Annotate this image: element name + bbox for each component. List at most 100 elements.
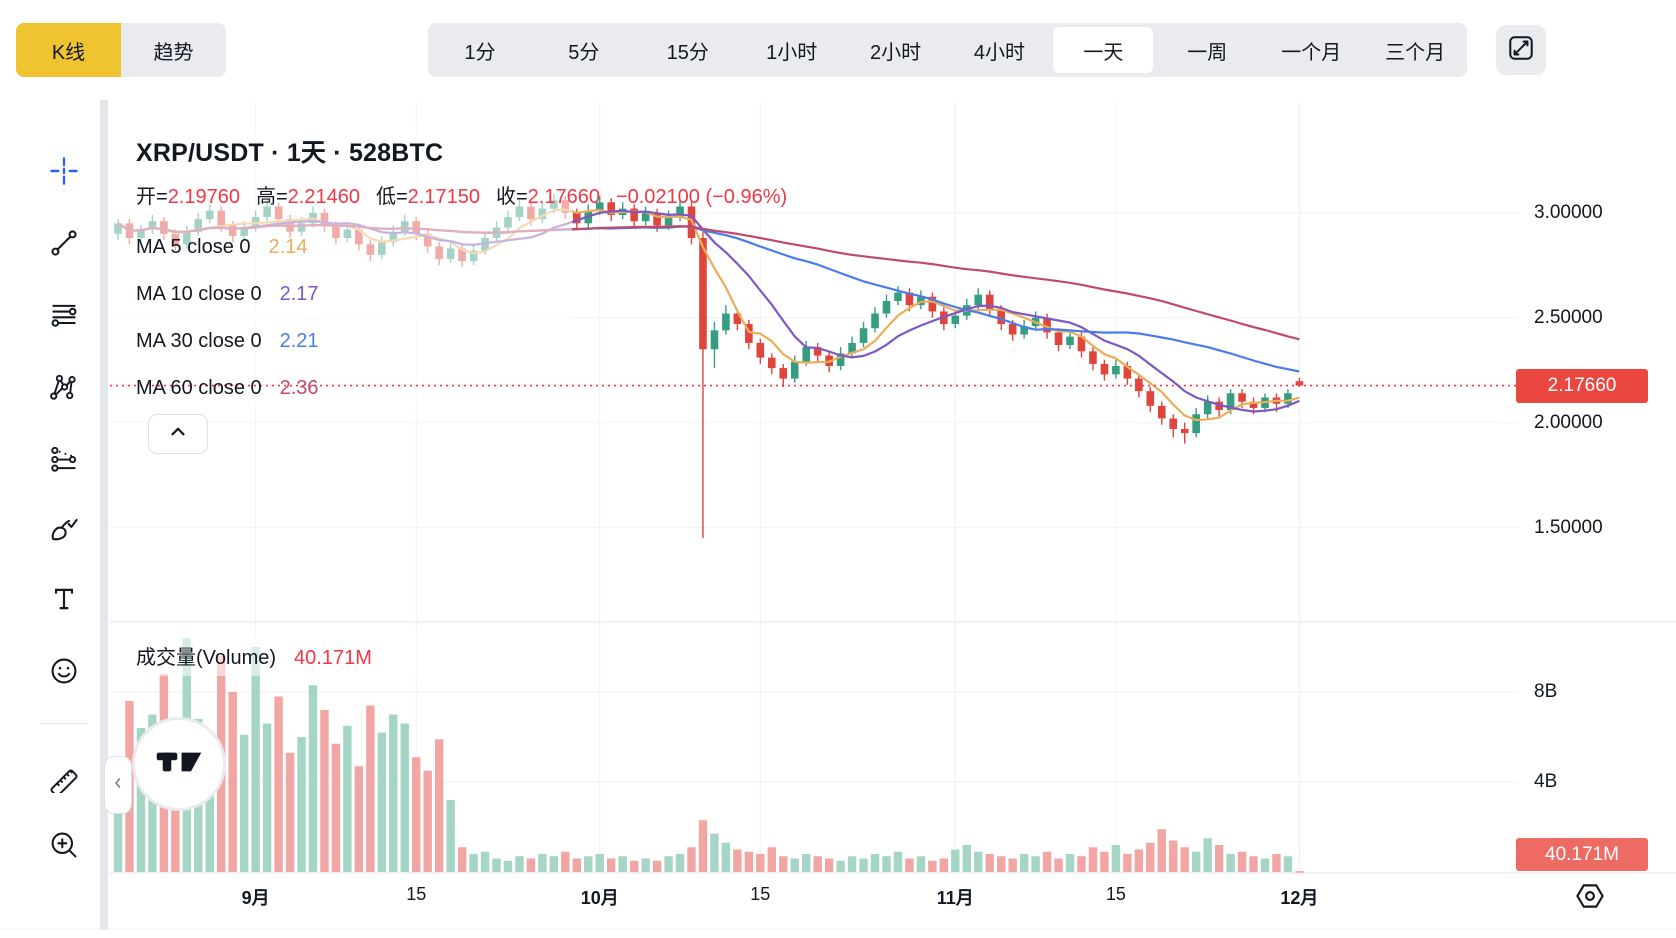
volume-bar [1111,845,1121,872]
candle-body [836,353,845,366]
volume-bar [1249,856,1258,872]
candle-body [664,217,673,226]
tool-horizontal-lines-button[interactable] [38,291,90,343]
candle-body [653,212,661,226]
volume-axis-label: 4B [1534,771,1558,792]
candle-body [894,292,902,301]
volume-bar [354,766,364,872]
volume-bar [1169,840,1178,872]
candle-body [813,347,822,356]
volume-bar [641,858,650,872]
tool-ruler-button[interactable] [38,753,90,805]
volume-bar [629,860,639,872]
ohlc-change: −0.02100 (−0.96%) [615,186,788,208]
timeframe-button-7[interactable]: 一周 [1187,41,1228,64]
tradingview-logo-icon [155,742,203,787]
ma-legend-row: MA 10 close 0 2.17 [136,283,319,306]
volume-bar [607,858,616,872]
gear-icon [1574,880,1606,917]
timeframe-button-9[interactable]: 三个月 [1385,41,1446,64]
timeframe-button-1[interactable]: 5分 [568,41,600,64]
volume-bar [1295,871,1304,873]
volume-bar [928,860,937,872]
fullscreen-button[interactable] [1496,25,1546,75]
zoom-in-icon [48,829,80,866]
volume-bar [1042,851,1052,872]
chart-type-trend-button[interactable]: 趋势 [121,23,226,77]
candle-body [1226,393,1235,411]
volume-bar [1019,854,1029,872]
price-axis-label: 1.50000 [1534,516,1603,538]
tool-emoji-button[interactable] [38,647,90,699]
volume-bar [320,710,329,872]
volume-bar [870,854,880,872]
tool-forecast-button[interactable] [38,435,90,487]
chart-type-switch: K线 趋势 [16,23,226,77]
ohlc-field-value: 2.19760 [167,186,240,208]
sidebar-collapse-handle[interactable] [104,756,132,814]
pane-left-strip [100,100,108,930]
time-axis-label: 15 [406,884,427,904]
candle-body [595,202,604,211]
candle-body [882,300,891,314]
volume-bar [331,743,341,872]
ma-label: MA 5 close 0 [136,236,251,258]
volume-bar [1123,854,1132,872]
tool-brush-button[interactable] [38,504,90,556]
volume-bar [480,851,490,872]
candle-body [848,342,856,354]
candle-body [630,208,638,222]
candle-body [573,212,581,224]
volume-bar [1191,851,1201,872]
legend-collapse-button[interactable] [148,414,208,454]
timeframe-button-4[interactable]: 2小时 [870,41,922,64]
ma-label: MA 10 close 0 [136,283,262,305]
volume-bar [434,739,444,872]
candle-body [951,315,960,325]
timeframe-button-3[interactable]: 1小时 [766,41,818,64]
tool-zoom-in-button[interactable] [38,821,90,873]
volume-bar [824,858,834,872]
chart-settings-button[interactable] [1572,880,1608,916]
volume-bar [1180,847,1189,872]
horizontal-lines-icon [48,299,80,336]
candle-body [1100,363,1109,375]
candle-body [1295,381,1304,386]
candle-body [1008,324,1017,335]
time-axis-label: 11月 [936,888,974,908]
candle-body [1146,391,1155,406]
timeframe-button-0[interactable]: 1分 [464,41,496,64]
expand-icon [1506,33,1536,68]
tool-trend-line-button[interactable] [38,219,90,271]
candle-body [607,202,616,215]
time-axis-label: 15 [1105,884,1126,904]
volume-bar [1077,856,1086,872]
volume-bar [779,856,788,872]
tool-text-button[interactable] [38,575,90,627]
volume-bar [1088,847,1098,872]
timeframe-button-5[interactable]: 4小时 [973,41,1026,64]
candle-body [1020,326,1028,335]
chart-type-kline-button[interactable]: K线 [16,23,121,77]
tool-xabcd-pattern-button[interactable] [38,363,90,415]
candle-body [1192,414,1200,434]
volume-bar [951,849,960,872]
tool-crosshair-button[interactable] [38,147,90,199]
timeframe-button-6[interactable]: 一天 [1053,27,1154,73]
timeframe-button-2[interactable]: 15分 [666,41,709,64]
candle-body [1249,401,1258,408]
ma-legend-row: MA 60 close 0 2.36 [136,377,319,400]
candle-body [997,309,1005,325]
volume-legend-title: 成交量(Volume) [136,647,277,669]
ruler-icon [48,761,80,798]
time-axis-label: 15 [750,884,771,904]
timeframe-bar: 1分 5分 15分 1小时 2小时 4小时 一天 一周 一个月 三个月 [428,23,1467,77]
forecast-icon [48,443,80,480]
candle-body [779,368,788,379]
timeframe-button-8[interactable]: 一个月 [1281,41,1342,64]
candle-body [1123,366,1132,379]
volume-bar [1157,829,1166,872]
price-axis-label: 3.00000 [1534,201,1603,223]
candle-body [1054,332,1063,346]
